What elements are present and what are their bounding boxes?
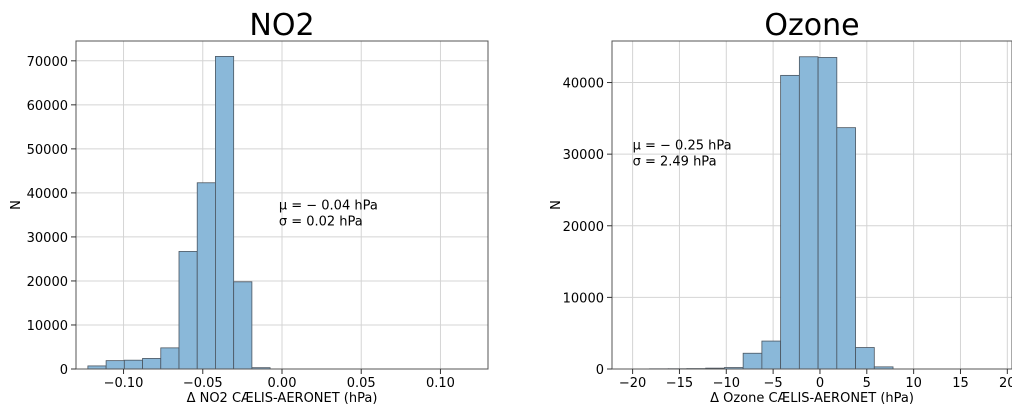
undefined-histogram-bar xyxy=(196,182,216,370)
undefined-histogram-bar xyxy=(233,281,253,370)
undefined-histogram-bar xyxy=(215,56,235,370)
undefined-histogram-bar xyxy=(798,56,819,370)
y-tick-label: 10000 xyxy=(563,291,604,306)
x-tick-label: −5 xyxy=(764,376,783,391)
undefined-histogram-bar xyxy=(780,74,800,370)
x-axis-label: Δ NO2 CÆLIS-AERONET (hPa) xyxy=(187,391,378,406)
y-axis-label: N xyxy=(9,200,24,210)
mean-annotation: μ = − 0.04 hPa xyxy=(279,199,378,214)
y-tick-label: 20000 xyxy=(27,275,68,290)
x-tick-label: 0.10 xyxy=(426,376,455,391)
y-tick-label: 30000 xyxy=(27,231,68,246)
y-tick-label: 40000 xyxy=(27,187,68,202)
x-tick-label: −10 xyxy=(713,376,740,391)
chart-title: Ozone xyxy=(764,8,859,43)
y-tick-label: 0 xyxy=(60,363,68,378)
undefined-histogram-bar xyxy=(817,57,838,370)
undefined-histogram-bar xyxy=(160,347,180,370)
x-tick-label: −15 xyxy=(666,376,693,391)
y-tick-label: 70000 xyxy=(27,55,68,70)
no2-histogram-panel: −0.10 −0.05 0.00 0.05 0.10 0 10000 20000 30000 40… xyxy=(9,8,489,406)
x-tick-label: −0.10 xyxy=(104,376,144,391)
y-tick-label: 0 xyxy=(596,363,604,378)
chart-title: NO2 xyxy=(249,8,314,43)
ozone-histogram-panel: −20 −15 −10 −5 0 5 10 15 20 0 10000 20000 30000 40000… xyxy=(549,8,1012,406)
x-tick-label: 0 xyxy=(816,376,824,391)
x-tick-label: 0.00 xyxy=(268,376,297,391)
y-tick-label: 10000 xyxy=(27,319,68,334)
std-annotation: σ = 0.02 hPa xyxy=(279,215,363,230)
undefined-histogram-bar xyxy=(742,352,763,370)
x-tick-label: 10 xyxy=(905,376,922,391)
x-axis-label: Δ Ozone CÆLIS-AERONET (hPa) xyxy=(710,391,914,406)
x-tick-label: −20 xyxy=(619,376,646,391)
y-tick-label: 20000 xyxy=(563,220,604,235)
undefined-histogram-bar xyxy=(105,360,125,370)
undefined-histogram-bar xyxy=(178,251,198,370)
y-tick-label: 50000 xyxy=(27,143,68,158)
x-tick-label: 15 xyxy=(952,376,969,391)
y-axis-label: N xyxy=(549,200,564,210)
y-tick-label: 60000 xyxy=(27,99,68,114)
undefined-histogram-bar xyxy=(855,347,875,370)
axes-frame xyxy=(611,40,1012,370)
x-tick-label: −0.05 xyxy=(183,376,223,391)
x-tick-label: 5 xyxy=(863,376,871,391)
x-tick-label: 0.05 xyxy=(347,376,376,391)
y-tick-label: 30000 xyxy=(563,148,604,163)
undefined-histogram-bar xyxy=(123,359,143,370)
x-tick-label: 20 xyxy=(999,376,1012,391)
mean-annotation: μ = − 0.25 hPa xyxy=(633,138,732,153)
std-annotation: σ = 2.49 hPa xyxy=(633,154,717,169)
y-tick-label: 40000 xyxy=(563,77,604,92)
undefined-histogram-bar xyxy=(761,340,782,370)
undefined-histogram-bar xyxy=(836,127,856,370)
undefined-histogram-bar xyxy=(142,358,162,370)
